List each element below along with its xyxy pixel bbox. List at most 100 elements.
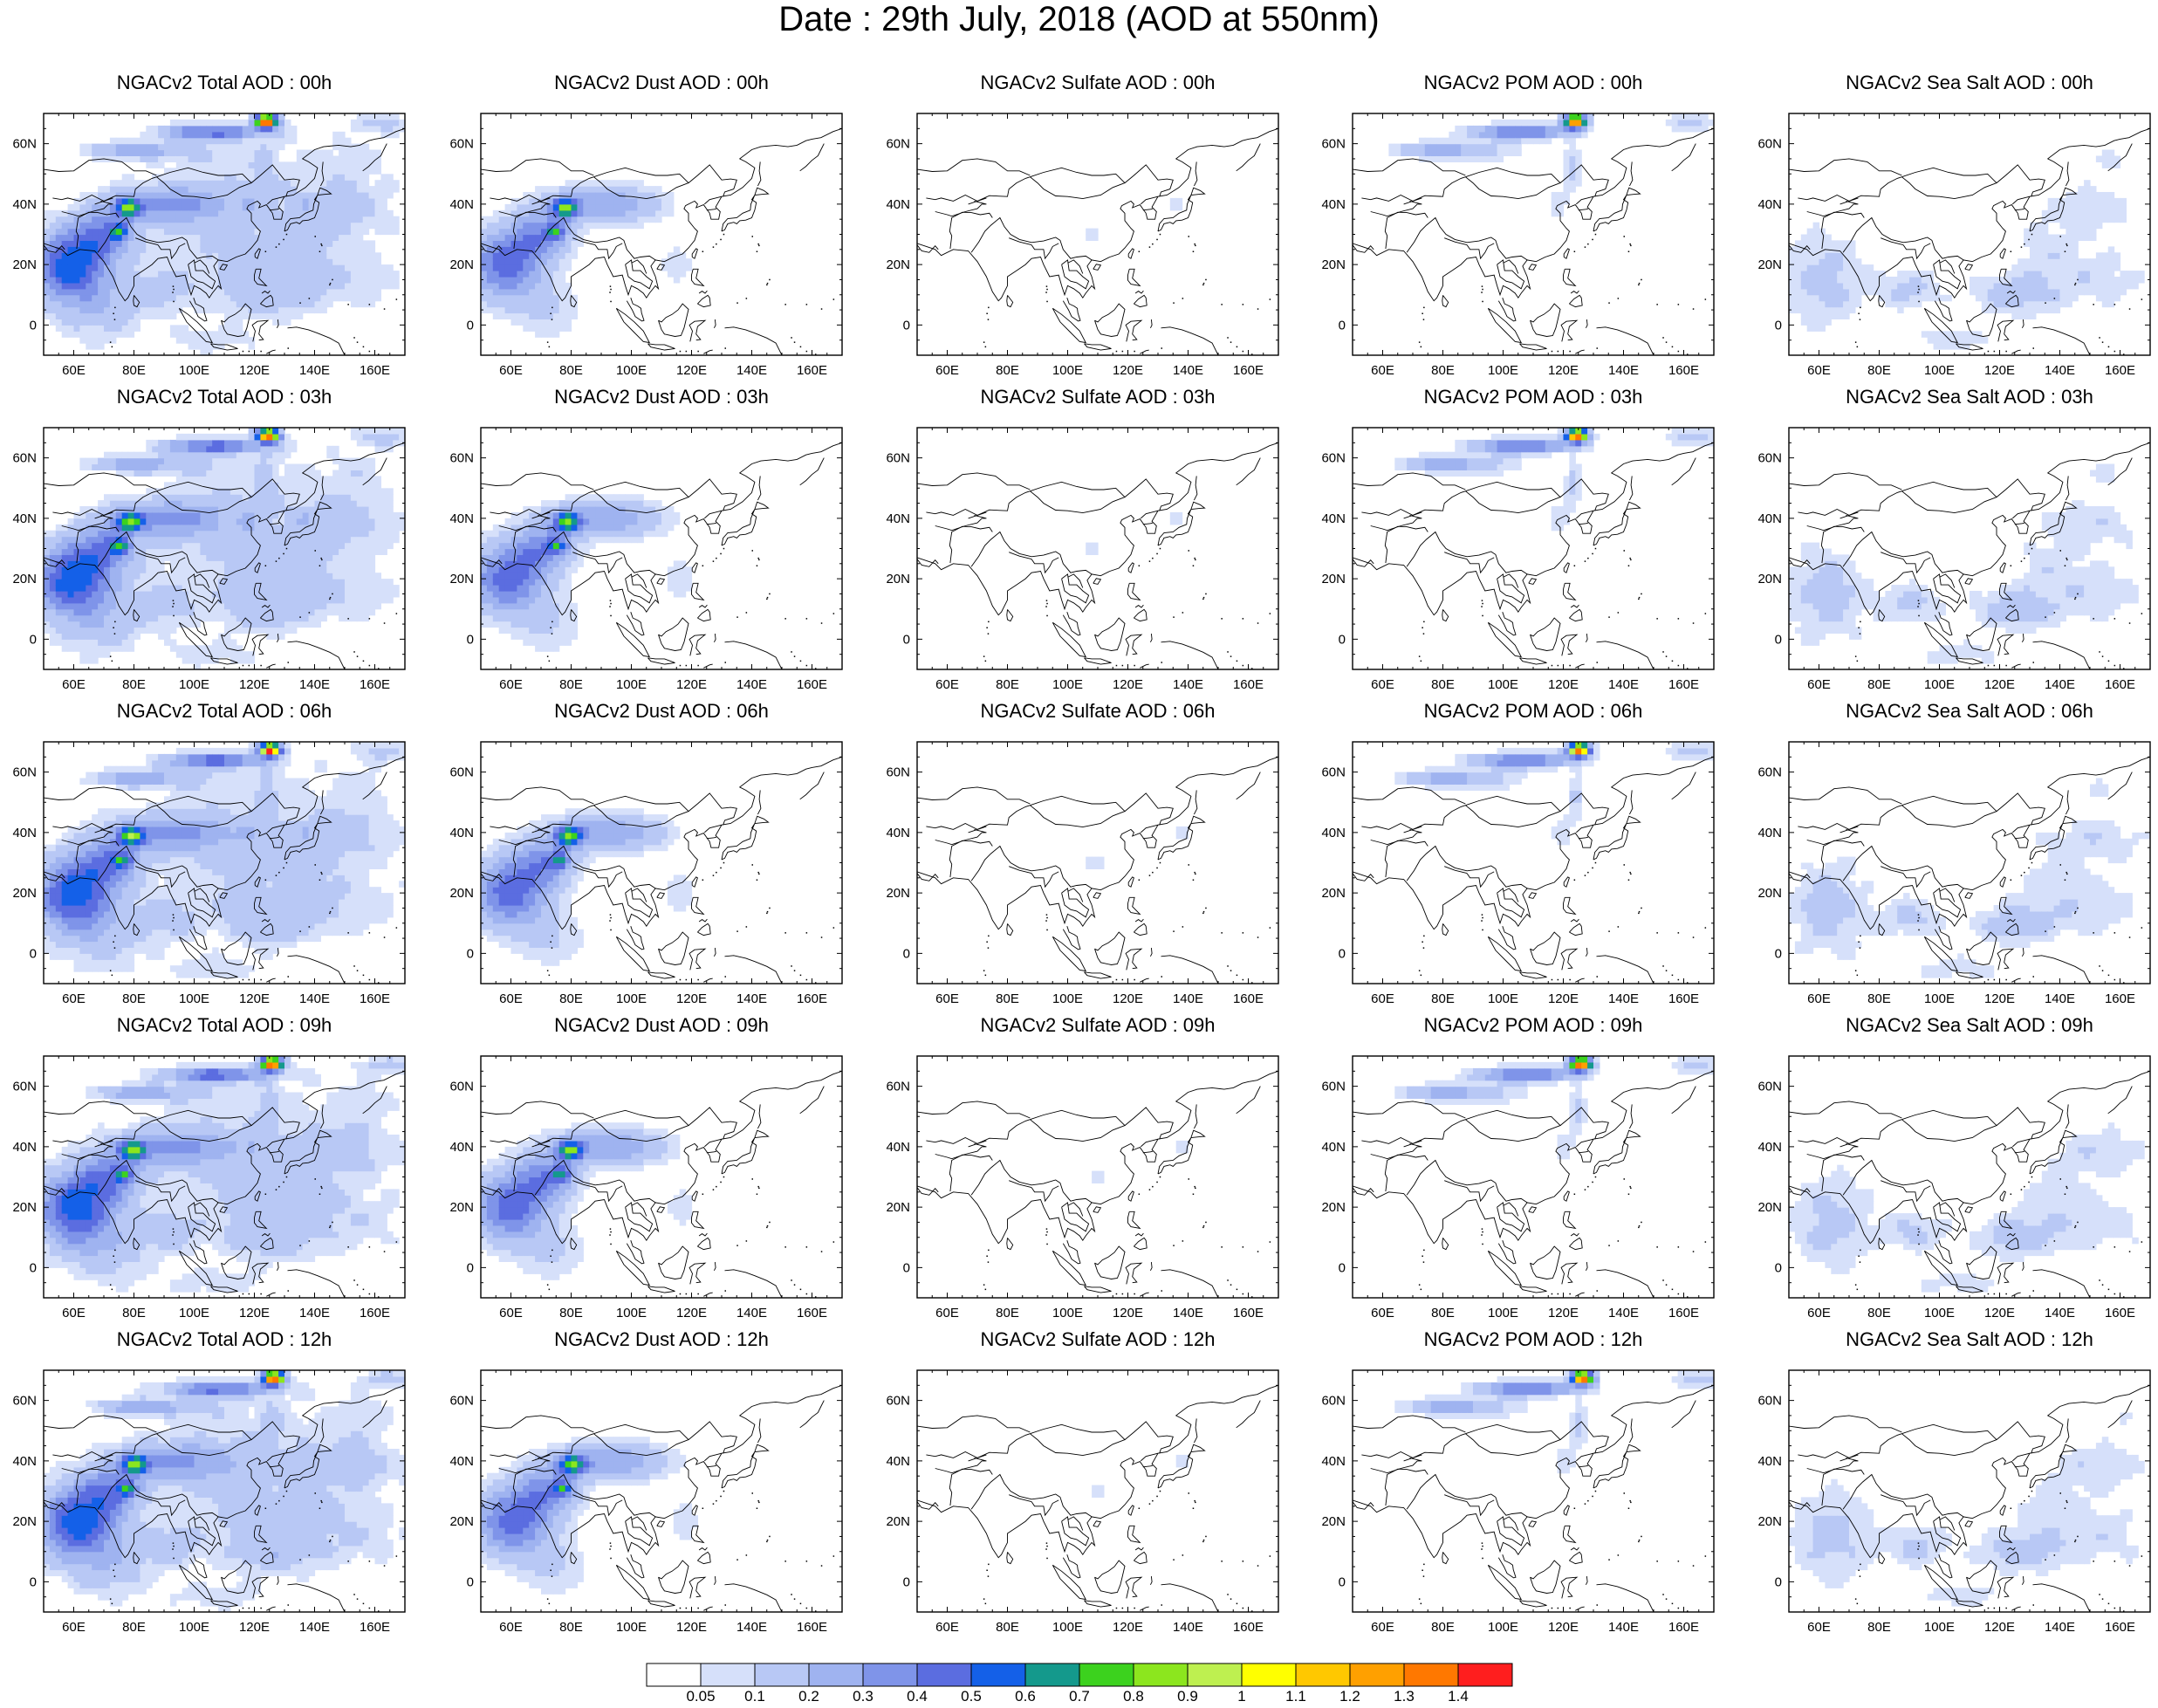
panel-title: NGACv2 Sulfate AOD : 00h [980,72,1216,93]
axis-ticks [1352,1055,1715,1299]
lon-tick-label: 100E [1924,1620,1955,1635]
aod-map: 60E 80E 100E 120E 140E 160E 60N 40N 20N 0 [1757,1055,2151,1320]
panel-title: NGACv2 Dust AOD : 09h [554,1014,769,1036]
aod-map: 60E 80E 100E 120E 140E 160E 60N 40N 20N 0 [1757,427,2151,692]
colorbar-swatch [1241,1663,1297,1687]
aod-shading [1092,1140,1189,1183]
figure-title: Date : 29th July, 2018 (AOD at 550nm) [778,0,1380,38]
lon-tick-label: 120E [239,991,270,1006]
lon-tick-label: 140E [736,1306,767,1320]
aod-shading [1789,1412,2145,1607]
colorbar-swatch [1295,1663,1351,1687]
lon-tick-label: 160E [1233,677,1264,692]
map-panel-pom-09h: NGACv2 POM AOD : 09h 60E 80E 100E 120E 140E 16… [1309,1014,1757,1341]
lon-tick-label: 140E [1608,363,1639,378]
lon-tick-label: 160E [2105,1306,2135,1320]
aod-map: 60E 80E 100E 120E 140E 160E 60N 40N 20N 0 [12,113,406,378]
colorbar-swatch [1349,1663,1405,1687]
lat-tick-label: 20N [449,886,474,901]
lon-tick-label: 100E [179,363,209,378]
aod-map: 60E 80E 100E 120E 140E 160E 60N 40N 20N 0 [449,113,843,378]
lon-tick-label: 160E [1233,991,1264,1006]
colorbar-swatch [1133,1663,1189,1687]
axis-ticks [1788,427,2151,670]
lon-tick-label: 140E [299,363,330,378]
lat-tick-label: 40N [1321,1454,1346,1469]
lon-tick-label: 60E [499,1620,523,1635]
lat-tick-label: 0 [467,1260,474,1275]
lon-tick-label: 160E [1668,363,1699,378]
axis-ticks [480,741,843,984]
lon-tick-label: 120E [1984,363,2015,378]
coastlines [1353,442,1714,669]
aod-shading [481,180,693,338]
lat-tick-label: 40N [886,511,910,526]
lon-tick-label: 60E [1371,677,1394,692]
lat-tick-label: 20N [886,1200,910,1215]
lon-tick-label: 140E [1608,677,1639,692]
lon-tick-label: 60E [62,991,86,1006]
lon-tick-label: 60E [935,991,959,1006]
aod-map: 60E 80E 100E 120E 140E 160E 60N 40N 20N 0 [449,427,843,692]
lat-tick-label: 40N [1757,511,1782,526]
lon-tick-label: 80E [996,677,1019,692]
lat-tick-label: 40N [12,1140,37,1155]
axis-ticks [916,113,1279,356]
panel-title: NGACv2 Dust AOD : 12h [554,1328,769,1350]
colorbar-swatch [1187,1663,1243,1687]
lon-tick-label: 80E [1431,991,1455,1006]
panel-title: NGACv2 Dust AOD : 03h [554,386,769,408]
colorbar-swatch [970,1663,1026,1687]
colorbar-label: 0.7 [1069,1688,1090,1702]
colorbar-label: 1.4 [1448,1688,1469,1702]
coastlines [481,127,842,355]
axis-ticks [916,427,1279,670]
lon-tick-label: 80E [1431,363,1455,378]
lat-tick-label: 40N [1757,1140,1782,1155]
coastlines [1789,1384,2150,1612]
lon-tick-label: 60E [1807,991,1831,1006]
lat-tick-label: 40N [1757,1454,1782,1469]
aod-shading [1394,428,1714,532]
lon-tick-label: 100E [179,1620,209,1635]
lon-tick-label: 60E [499,991,523,1006]
aod-map: 60E 80E 100E 120E 140E 160E 60N 40N 20N 0 [886,427,1279,692]
map-panel-seasalt-03h: NGACv2 Sea Salt AOD : 03h 60E 80E 100E 120E 1… [1745,386,2158,713]
lon-tick-label: 140E [1173,991,1203,1006]
lon-tick-label: 140E [299,677,330,692]
aod-shading [1394,1370,1714,1474]
lat-tick-label: 60N [1757,1394,1782,1409]
axis-ticks [916,1055,1279,1299]
colorbar-label: 1.1 [1285,1688,1306,1702]
lat-tick-label: 60N [1757,451,1782,466]
lon-tick-label: 80E [122,677,146,692]
aod-map: 60E 80E 100E 120E 140E 160E 60N 40N 20N 0 [12,1055,406,1320]
lat-tick-label: 0 [30,1260,37,1275]
lat-tick-label: 40N [12,1454,37,1469]
coastlines [917,1070,1278,1298]
colorbar-label: 0.1 [744,1688,765,1702]
coastlines [917,756,1278,984]
lat-tick-label: 0 [903,1260,910,1275]
lon-tick-label: 100E [1052,1620,1083,1635]
lat-tick-label: 0 [903,946,910,961]
lat-tick-label: 40N [886,197,910,212]
lon-tick-label: 160E [1668,1620,1699,1635]
aod-map: 60E 80E 100E 120E 140E 160E 60N 40N 20N 0 [1757,1369,2151,1635]
lat-tick-label: 60N [1321,1394,1346,1409]
panel-title: NGACv2 POM AOD : 12h [1423,1328,1643,1350]
aod-shading [44,1370,405,1612]
aod-shading [1789,778,2150,978]
map-panel-total-00h: NGACv2 Total AOD : 00h 60E 80E 100E 120E 140E… [0,72,449,399]
aod-shading [1086,511,1183,555]
coastlines [917,1384,1278,1612]
aod-map: 60E 80E 100E 120E 140E 160E 60N 40N 20N 0 [1321,1369,1715,1635]
panel-title: NGACv2 Sulfate AOD : 09h [980,1014,1216,1036]
axis-ticks [480,1055,843,1299]
aod-shading [1092,1454,1189,1498]
map-panel-dust-00h: NGACv2 Dust AOD : 00h 60E 80E 100E 120E 140E 1… [437,72,886,399]
lon-tick-label: 160E [797,363,827,378]
lon-tick-label: 140E [736,1620,767,1635]
lat-tick-label: 40N [1321,826,1346,840]
panel-title: NGACv2 Total AOD : 06h [116,700,332,722]
